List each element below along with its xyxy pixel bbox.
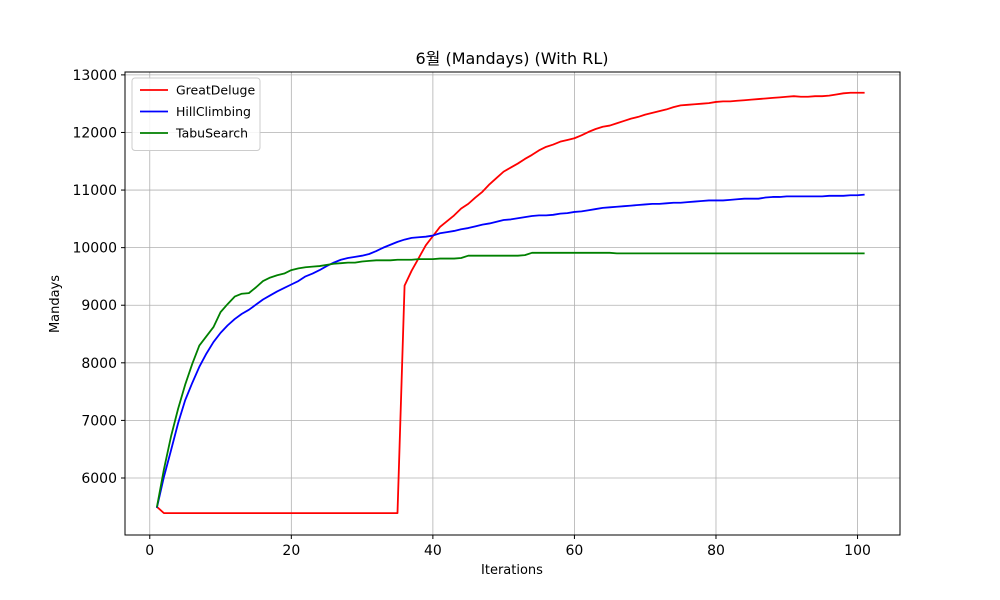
y-tick-label: 13000 — [72, 68, 117, 84]
y-axis-label: Mandays — [48, 275, 63, 333]
x-tick-label: 20 — [282, 543, 300, 559]
series-line-hillclimbing — [155, 193, 865, 509]
chart-title: 6월 (Mandays) (With RL) — [415, 49, 608, 68]
y-tick-label: 7000 — [81, 413, 117, 429]
x-tick-label: 0 — [145, 543, 154, 559]
x-tick-label: 80 — [707, 543, 725, 559]
legend: GreatDeluge HillClimbing TabuSearch — [131, 77, 261, 151]
series-lines — [155, 91, 865, 515]
x-axis-ticks: 0 20 40 60 80 100 — [145, 535, 871, 559]
legend-label-hillclimbing: HillClimbing — [176, 104, 251, 119]
plot-area-frame — [124, 71, 901, 536]
x-tick-label: 40 — [424, 543, 442, 559]
y-axis-ticks: 6000 7000 8000 9000 10000 11000 12000 13000 — [72, 68, 125, 487]
legend-label-tabusearch: TabuSearch — [175, 126, 248, 141]
grid-lines — [125, 72, 900, 535]
legend-label-greatdeluge: GreatDeluge — [176, 83, 255, 98]
y-tick-label: 9000 — [81, 298, 117, 314]
y-tick-label: 11000 — [72, 183, 117, 199]
series-line-greatdeluge — [156, 91, 865, 515]
series-line-tabusearch — [155, 251, 865, 508]
x-axis-label: Iterations — [481, 563, 543, 578]
y-tick-label: 12000 — [72, 125, 117, 141]
y-tick-label: 10000 — [72, 241, 117, 257]
y-tick-label: 8000 — [81, 356, 117, 372]
x-tick-label: 60 — [566, 543, 584, 559]
y-tick-label: 6000 — [81, 471, 117, 487]
x-tick-label: 100 — [844, 543, 871, 559]
